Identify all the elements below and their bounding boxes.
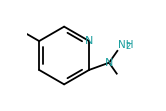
Text: N: N <box>85 36 93 46</box>
Text: 2: 2 <box>125 42 130 52</box>
Text: N: N <box>105 58 113 68</box>
Text: NH: NH <box>118 40 133 50</box>
